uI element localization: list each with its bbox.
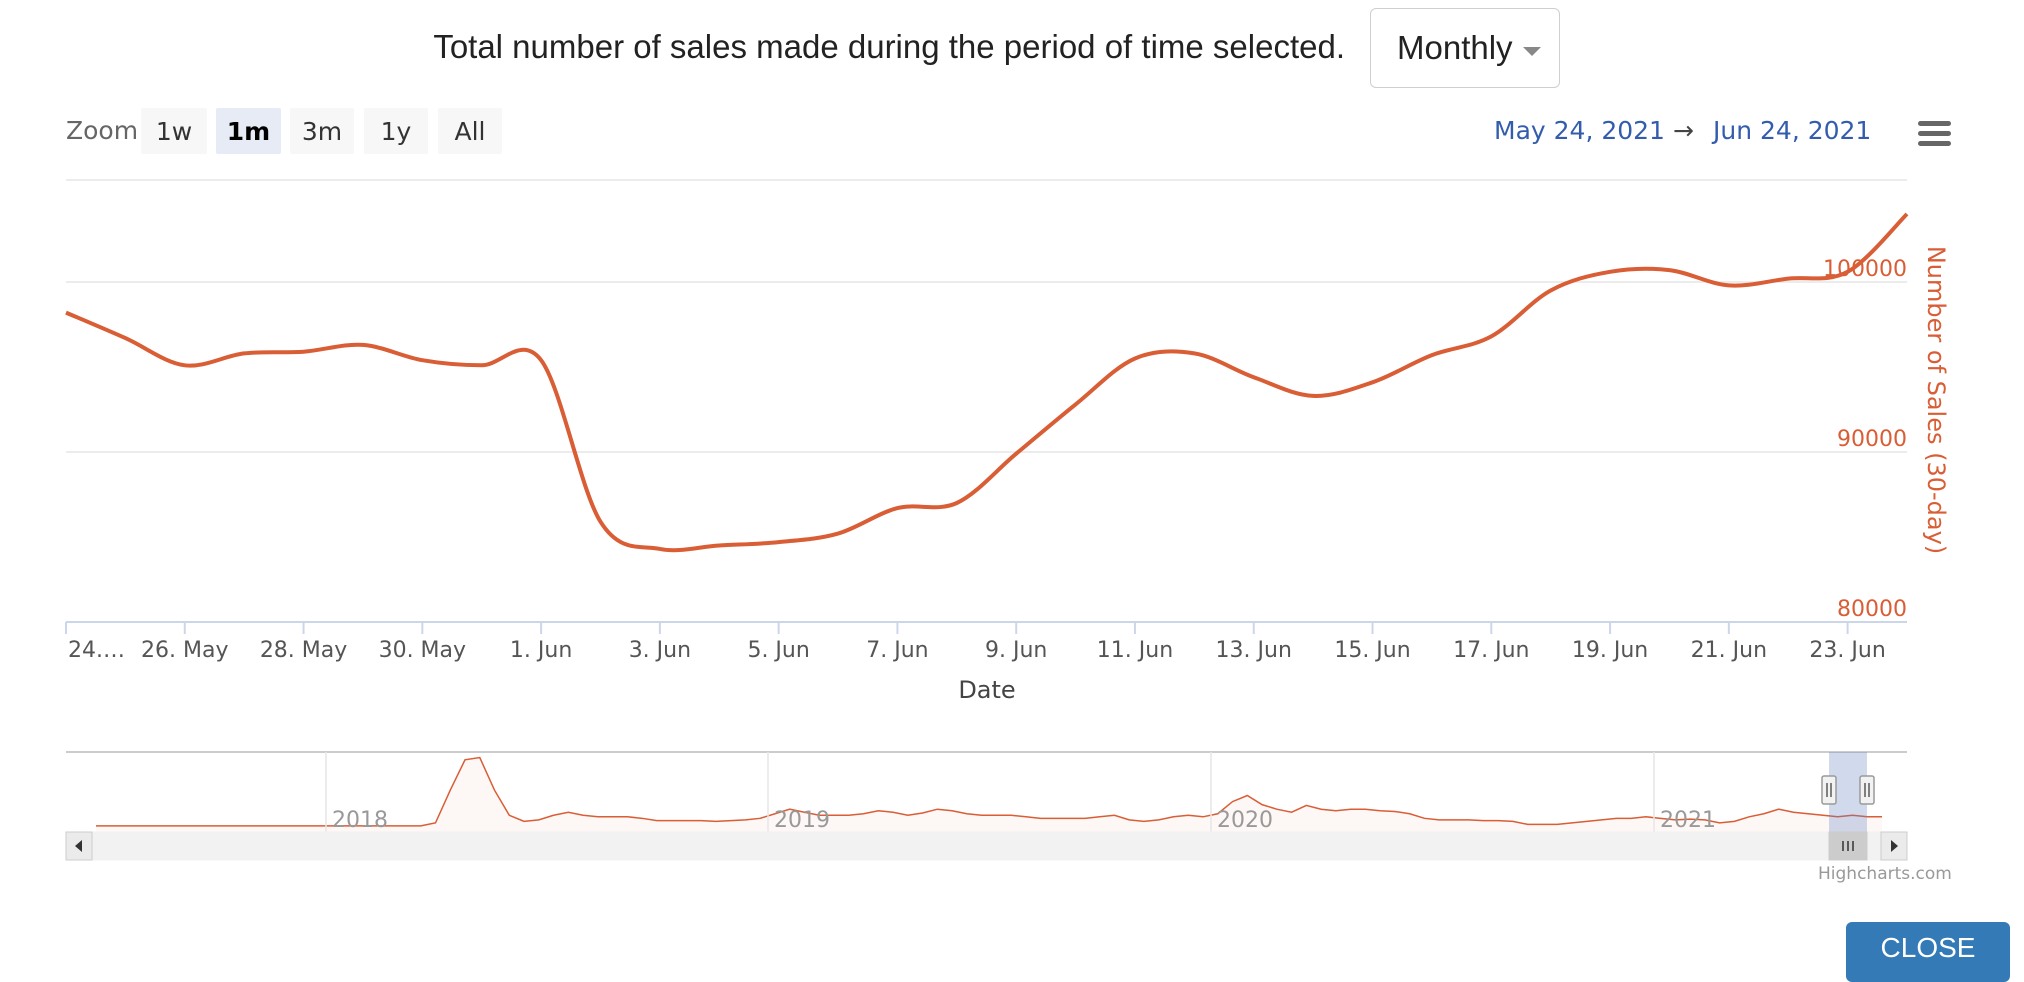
close-button[interactable]: CLOSE xyxy=(1846,922,2010,982)
x-tick-label: 5. Jun xyxy=(747,638,809,663)
x-tick-label: 19. Jun xyxy=(1572,638,1648,663)
navigator-handle-icon[interactable] xyxy=(1859,775,1875,805)
hamburger-menu-icon[interactable] xyxy=(1918,121,1951,147)
navigator: 2018 2019 2020 2021 xyxy=(65,751,1908,861)
zoom-button-all[interactable]: All xyxy=(438,108,502,154)
x-tick-label: 1. Jun xyxy=(510,638,572,663)
x-tick-label: 23. Jun xyxy=(1809,638,1885,663)
y-axis-title: Number of Sales (30-day) xyxy=(1922,246,1950,554)
x-tick-label: 17. Jun xyxy=(1453,638,1529,663)
navigator-scrollbar[interactable] xyxy=(65,831,1908,861)
x-axis: 24.… 26. May 28. May 30. May 1. Jun 3. Jun 5. … xyxy=(65,621,1907,663)
navigator-series-line xyxy=(96,756,1882,827)
zoom-button-1m[interactable]: 1m xyxy=(216,108,281,154)
navigator-year-label: 2020 xyxy=(1217,808,1273,833)
x-tick-label: 28. May xyxy=(260,638,347,663)
arrow-right-icon xyxy=(1891,840,1898,852)
x-tick-label: 26. May xyxy=(141,638,228,663)
x-tick-label: 9. Jun xyxy=(985,638,1047,663)
x-axis-title: Date xyxy=(958,676,1015,704)
x-tick-label: 13. Jun xyxy=(1216,638,1292,663)
x-tick-label: 30. May xyxy=(379,638,466,663)
range-arrow: → xyxy=(1673,116,1694,145)
navigator-year-label: 2021 xyxy=(1660,808,1716,833)
zoom-label: Zoom xyxy=(66,116,139,145)
navigator-year-label: 2018 xyxy=(332,808,388,833)
range-to-input[interactable]: Jun 24, 2021 xyxy=(1713,116,1872,145)
arrow-left-icon xyxy=(75,840,82,852)
navigator-handle-icon[interactable] xyxy=(1821,775,1837,805)
zoom-button-1y[interactable]: 1y xyxy=(364,108,428,154)
period-select-value: Monthly xyxy=(1397,29,1513,66)
x-tick-label: 15. Jun xyxy=(1334,638,1410,663)
x-tick-label: 24.… xyxy=(68,638,125,663)
y-tick-label: 80000 xyxy=(1837,597,1907,622)
period-select[interactable]: Monthly xyxy=(1370,8,1560,88)
x-tick-label: 3. Jun xyxy=(629,638,691,663)
grid-lines xyxy=(66,179,1907,453)
x-tick-label: 11. Jun xyxy=(1097,638,1173,663)
series-layer xyxy=(65,212,1909,553)
zoom-button-1w[interactable]: 1w xyxy=(141,108,207,154)
x-tick-label: 21. Jun xyxy=(1691,638,1767,663)
zoom-button-3m[interactable]: 3m xyxy=(290,108,354,154)
range-from-input[interactable]: May 24, 2021 xyxy=(1494,116,1665,145)
chart-description: Total number of sales made during the pe… xyxy=(433,28,1345,65)
navigator-year-label: 2019 xyxy=(774,808,830,833)
credits-link[interactable]: Highcharts.com xyxy=(1818,864,1952,884)
caret-down-icon xyxy=(1523,47,1541,56)
sales-series-line[interactable] xyxy=(65,212,1909,553)
x-tick-label: 7. Jun xyxy=(866,638,928,663)
navigator-area xyxy=(96,757,1882,832)
y-tick-label: 90000 xyxy=(1837,427,1907,452)
